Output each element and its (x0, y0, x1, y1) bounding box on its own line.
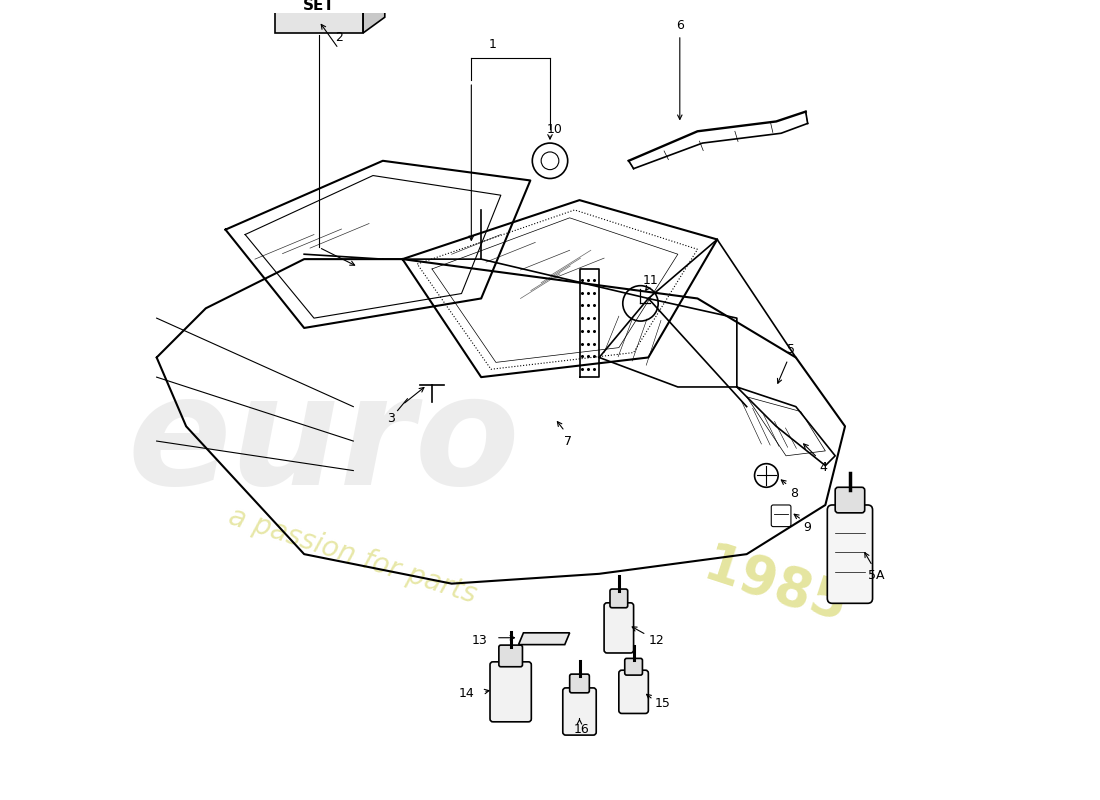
Text: 6: 6 (675, 18, 684, 31)
FancyBboxPatch shape (490, 662, 531, 722)
Text: 3: 3 (387, 412, 395, 425)
Text: a passion for parts: a passion for parts (226, 502, 481, 610)
Text: 1985: 1985 (697, 539, 854, 634)
Text: 8: 8 (790, 486, 798, 500)
Text: 7: 7 (563, 434, 572, 447)
Text: 11: 11 (642, 274, 658, 287)
Text: 12: 12 (648, 634, 664, 647)
Text: 14: 14 (459, 687, 474, 700)
Text: SET: SET (302, 0, 334, 14)
Text: 10: 10 (547, 123, 563, 136)
Text: 4: 4 (820, 461, 827, 474)
Text: 1: 1 (490, 38, 497, 51)
FancyBboxPatch shape (499, 645, 522, 666)
Polygon shape (275, 0, 363, 33)
Text: 2: 2 (334, 31, 342, 44)
Polygon shape (363, 0, 385, 33)
FancyBboxPatch shape (827, 505, 872, 603)
FancyBboxPatch shape (835, 487, 865, 513)
Text: 5: 5 (786, 343, 795, 356)
FancyBboxPatch shape (610, 589, 628, 608)
FancyBboxPatch shape (604, 603, 634, 653)
FancyBboxPatch shape (619, 670, 648, 714)
Text: 9: 9 (804, 521, 812, 534)
Text: 5A: 5A (868, 570, 884, 582)
Text: euro: euro (128, 368, 520, 518)
FancyBboxPatch shape (570, 674, 590, 693)
Text: 13: 13 (471, 634, 487, 647)
Polygon shape (518, 633, 570, 645)
Text: 15: 15 (656, 697, 671, 710)
FancyBboxPatch shape (625, 658, 642, 675)
Text: 16: 16 (573, 722, 590, 736)
FancyBboxPatch shape (563, 688, 596, 735)
